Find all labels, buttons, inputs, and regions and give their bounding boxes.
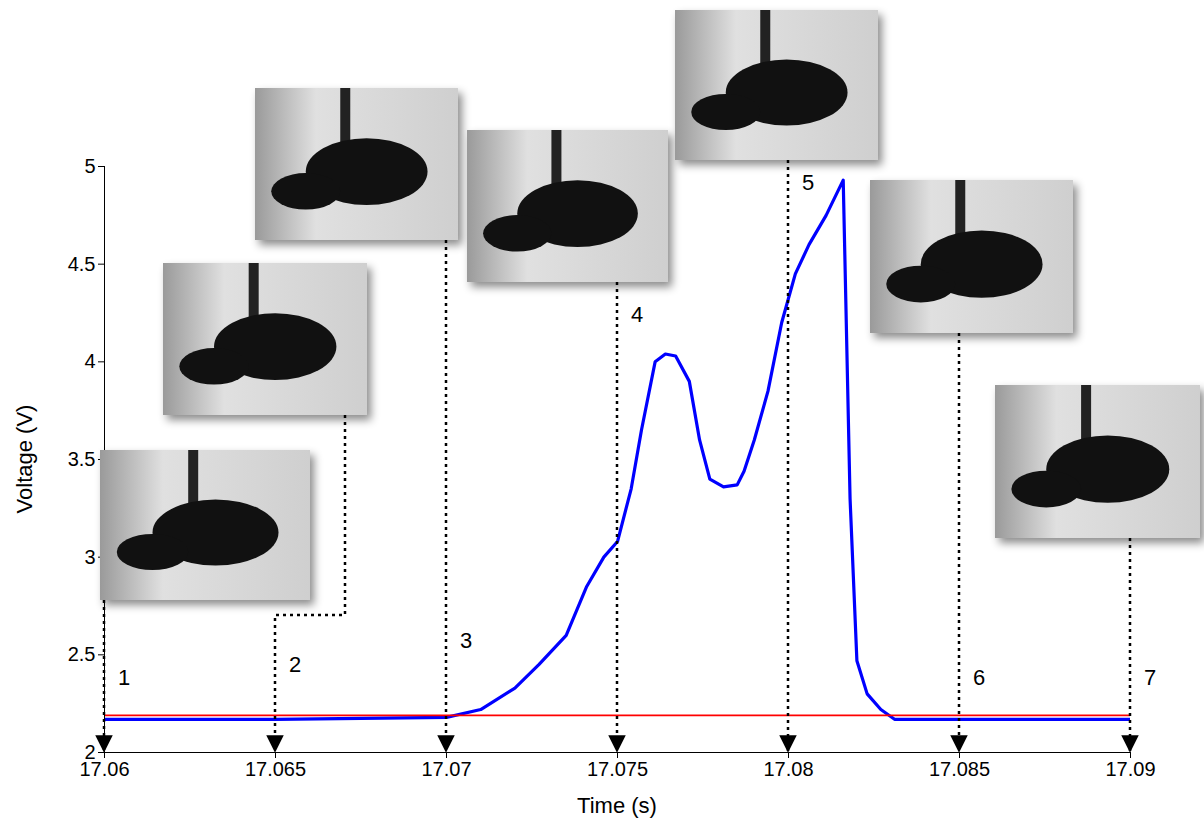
svg-text:17.085: 17.085 — [929, 758, 990, 780]
svg-text:3: 3 — [460, 628, 472, 653]
svg-text:4.5: 4.5 — [68, 253, 96, 275]
svg-text:17.06: 17.06 — [79, 758, 129, 780]
svg-text:17.07: 17.07 — [421, 758, 471, 780]
svg-text:5: 5 — [802, 170, 814, 195]
svg-text:4: 4 — [84, 350, 95, 372]
svg-text:2: 2 — [84, 740, 96, 763]
svg-text:7: 7 — [1144, 665, 1156, 690]
svg-text:Voltage (V): Voltage (V) — [12, 405, 37, 514]
svg-text:4: 4 — [631, 302, 643, 327]
svg-text:6: 6 — [973, 665, 985, 690]
svg-text:2.5: 2.5 — [68, 643, 96, 665]
svg-text:3: 3 — [84, 546, 95, 568]
svg-text:Time (s): Time (s) — [577, 793, 657, 818]
svg-text:17.065: 17.065 — [245, 758, 306, 780]
svg-text:17.09: 17.09 — [1105, 758, 1155, 780]
svg-text:5: 5 — [84, 155, 95, 177]
svg-text:17.075: 17.075 — [587, 758, 648, 780]
svg-text:2: 2 — [289, 652, 301, 677]
svg-text:3.5: 3.5 — [68, 448, 96, 470]
svg-text:17.08: 17.08 — [763, 758, 813, 780]
svg-text:1: 1 — [118, 665, 130, 690]
